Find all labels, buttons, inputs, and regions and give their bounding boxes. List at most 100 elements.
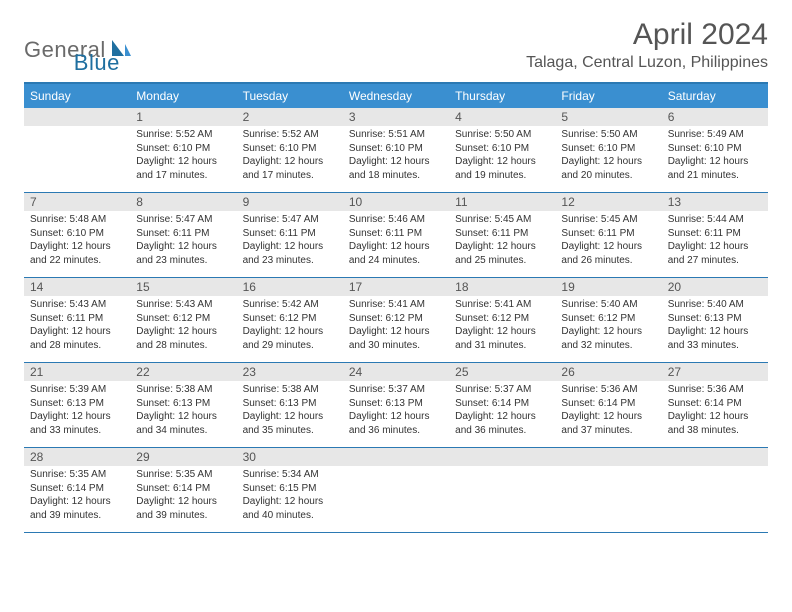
day-number: 15	[130, 280, 149, 294]
day-number-bar: 12	[555, 193, 661, 211]
weekday-header: Wednesday	[343, 84, 449, 108]
sunrise-line: Sunrise: 5:37 AM	[455, 383, 549, 397]
day-cell	[343, 448, 449, 532]
sunrise-line: Sunrise: 5:48 AM	[30, 213, 124, 227]
daylight-line: Daylight: 12 hours and 35 minutes.	[243, 410, 337, 437]
daylight-line: Daylight: 12 hours and 31 minutes.	[455, 325, 549, 352]
day-cell: 16Sunrise: 5:42 AMSunset: 6:12 PMDayligh…	[237, 278, 343, 362]
daylight-line: Daylight: 12 hours and 17 minutes.	[243, 155, 337, 182]
day-number: 16	[237, 280, 256, 294]
sunrise-line: Sunrise: 5:41 AM	[349, 298, 443, 312]
day-body: Sunrise: 5:34 AMSunset: 6:15 PMDaylight:…	[237, 466, 343, 522]
day-number-bar	[24, 108, 130, 126]
day-number-bar	[449, 448, 555, 466]
day-number-bar: 14	[24, 278, 130, 296]
sunrise-line: Sunrise: 5:50 AM	[455, 128, 549, 142]
day-number: 11	[449, 195, 467, 209]
day-number: 12	[555, 195, 574, 209]
sunrise-line: Sunrise: 5:43 AM	[30, 298, 124, 312]
sunset-line: Sunset: 6:14 PM	[136, 482, 230, 496]
day-cell: 19Sunrise: 5:40 AMSunset: 6:12 PMDayligh…	[555, 278, 661, 362]
day-number: 21	[24, 365, 43, 379]
day-number: 4	[449, 110, 462, 124]
day-number: 1	[130, 110, 143, 124]
day-body: Sunrise: 5:37 AMSunset: 6:14 PMDaylight:…	[449, 381, 555, 437]
daylight-line: Daylight: 12 hours and 33 minutes.	[30, 410, 124, 437]
day-number-bar: 25	[449, 363, 555, 381]
sunrise-line: Sunrise: 5:45 AM	[561, 213, 655, 227]
day-cell: 9Sunrise: 5:47 AMSunset: 6:11 PMDaylight…	[237, 193, 343, 277]
day-number: 19	[555, 280, 574, 294]
day-number-bar: 19	[555, 278, 661, 296]
sunset-line: Sunset: 6:10 PM	[136, 142, 230, 156]
day-body: Sunrise: 5:45 AMSunset: 6:11 PMDaylight:…	[449, 211, 555, 267]
daylight-line: Daylight: 12 hours and 23 minutes.	[243, 240, 337, 267]
sunset-line: Sunset: 6:10 PM	[561, 142, 655, 156]
day-number: 20	[662, 280, 681, 294]
sunrise-line: Sunrise: 5:38 AM	[136, 383, 230, 397]
daylight-line: Daylight: 12 hours and 29 minutes.	[243, 325, 337, 352]
day-number-bar: 2	[237, 108, 343, 126]
sunrise-line: Sunrise: 5:40 AM	[561, 298, 655, 312]
sunset-line: Sunset: 6:15 PM	[243, 482, 337, 496]
daylight-line: Daylight: 12 hours and 23 minutes.	[136, 240, 230, 267]
daylight-line: Daylight: 12 hours and 26 minutes.	[561, 240, 655, 267]
sunrise-line: Sunrise: 5:51 AM	[349, 128, 443, 142]
day-number: 8	[130, 195, 143, 209]
location-text: Talaga, Central Luzon, Philippines	[526, 54, 768, 72]
day-number: 25	[449, 365, 468, 379]
weekday-header: Friday	[555, 84, 661, 108]
weekday-header: Sunday	[24, 84, 130, 108]
daylight-line: Daylight: 12 hours and 34 minutes.	[136, 410, 230, 437]
weekday-header: Thursday	[449, 84, 555, 108]
daylight-line: Daylight: 12 hours and 39 minutes.	[136, 495, 230, 522]
day-body: Sunrise: 5:41 AMSunset: 6:12 PMDaylight:…	[449, 296, 555, 352]
daylight-line: Daylight: 12 hours and 18 minutes.	[349, 155, 443, 182]
day-body: Sunrise: 5:50 AMSunset: 6:10 PMDaylight:…	[449, 126, 555, 182]
day-cell	[24, 108, 130, 192]
day-cell: 24 Sunrise: 5:37 AMSunset: 6:13 PMDayligh…	[343, 363, 449, 447]
day-body: Sunrise: 5:44 AMSunset: 6:11 PMDaylight:…	[662, 211, 768, 267]
daylight-line: Daylight: 12 hours and 25 minutes.	[455, 240, 549, 267]
day-body: Sunrise: 5:37 AMSunset: 6:13 PMDaylight:…	[343, 381, 449, 437]
sunrise-line: Sunrise: 5:35 AM	[136, 468, 230, 482]
day-number-bar: 21	[24, 363, 130, 381]
daylight-line: Daylight: 12 hours and 28 minutes.	[136, 325, 230, 352]
day-number: 17	[343, 280, 362, 294]
day-number: 28	[24, 450, 43, 464]
day-number: 7	[24, 195, 37, 209]
day-cell: 11 Sunrise: 5:45 AMSunset: 6:11 PMDayligh…	[449, 193, 555, 277]
day-number-bar	[662, 448, 768, 466]
day-body: Sunrise: 5:48 AMSunset: 6:10 PMDaylight:…	[24, 211, 130, 267]
day-body: Sunrise: 5:47 AMSunset: 6:11 PMDaylight:…	[237, 211, 343, 267]
day-number: 5	[555, 110, 568, 124]
day-body: Sunrise: 5:38 AMSunset: 6:13 PMDaylight:…	[237, 381, 343, 437]
sunrise-line: Sunrise: 5:36 AM	[561, 383, 655, 397]
sunset-line: Sunset: 6:10 PM	[349, 142, 443, 156]
sunrise-line: Sunrise: 5:37 AM	[349, 383, 443, 397]
day-body: Sunrise: 5:41 AMSunset: 6:12 PMDaylight:…	[343, 296, 449, 352]
title-block: April 2024 Talaga, Central Luzon, Philip…	[526, 18, 768, 72]
day-body: Sunrise: 5:49 AMSunset: 6:10 PMDaylight:…	[662, 126, 768, 182]
day-number: 23	[237, 365, 256, 379]
day-number: 24	[343, 365, 362, 379]
day-number-bar: 5	[555, 108, 661, 126]
day-cell: 2Sunrise: 5:52 AMSunset: 6:10 PMDaylight…	[237, 108, 343, 192]
day-number-bar: 24	[343, 363, 449, 381]
day-body: Sunrise: 5:50 AMSunset: 6:10 PMDaylight:…	[555, 126, 661, 182]
daylight-line: Daylight: 12 hours and 21 minutes.	[668, 155, 762, 182]
day-number: 13	[662, 195, 681, 209]
daylight-line: Daylight: 12 hours and 38 minutes.	[668, 410, 762, 437]
week-row: 1 Sunrise: 5:52 AMSunset: 6:10 PMDaylight…	[24, 108, 768, 193]
day-number-bar: 26	[555, 363, 661, 381]
sunrise-line: Sunrise: 5:35 AM	[30, 468, 124, 482]
sunrise-line: Sunrise: 5:47 AM	[243, 213, 337, 227]
day-number-bar: 22	[130, 363, 236, 381]
sunset-line: Sunset: 6:11 PM	[561, 227, 655, 241]
day-cell: 14Sunrise: 5:43 AMSunset: 6:11 PMDayligh…	[24, 278, 130, 362]
header: General Blue April 2024 Talaga, Central …	[24, 18, 768, 76]
sunset-line: Sunset: 6:13 PM	[349, 397, 443, 411]
day-number: 14	[24, 280, 43, 294]
day-body: Sunrise: 5:52 AMSunset: 6:10 PMDaylight:…	[237, 126, 343, 182]
day-cell: 22Sunrise: 5:38 AMSunset: 6:13 PMDayligh…	[130, 363, 236, 447]
